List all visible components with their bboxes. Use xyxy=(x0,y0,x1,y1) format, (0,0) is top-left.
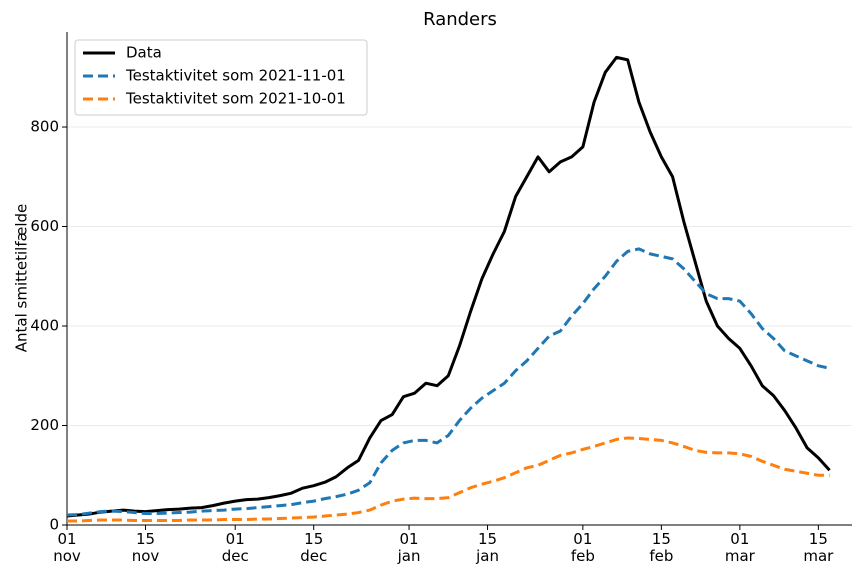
x-tick-label: 01 nov xyxy=(53,530,81,565)
legend-label: Data xyxy=(126,44,162,62)
x-tick-label-line: jan xyxy=(475,547,499,565)
x-tick-label: 15 nov xyxy=(132,530,160,565)
x-tick-label-line: dec xyxy=(222,547,249,565)
x-tick-label: 15 feb xyxy=(649,530,673,565)
legend-label: Testaktivitet som 2021-11-01 xyxy=(125,67,346,85)
x-tick-label: 01 jan xyxy=(397,530,421,565)
series-line xyxy=(66,55,831,518)
legend-box xyxy=(74,39,368,116)
x-tick-label-line: 01 xyxy=(573,530,592,548)
x-tick-label-line: 15 xyxy=(136,530,155,548)
x-tick-label-line: 01 xyxy=(730,530,749,548)
x-tick-label-line: nov xyxy=(53,547,81,565)
chart-title: Randers xyxy=(423,9,497,30)
x-tick-label-line: 01 xyxy=(399,530,418,548)
x-tick-label-line: 01 xyxy=(226,530,245,548)
x-tick-label-line: 15 xyxy=(304,530,323,548)
x-tick-label-line: 15 xyxy=(652,530,671,548)
series-line xyxy=(67,436,830,523)
x-tick-label-line: mar xyxy=(803,547,834,565)
y-tick-label: 400 xyxy=(30,317,59,335)
x-tick-label: 15 mar xyxy=(803,530,834,565)
legend-label: Testaktivitet som 2021-10-01 xyxy=(125,90,346,108)
x-tick-label-line: jan xyxy=(397,547,421,565)
x-tick-label-line: 15 xyxy=(809,530,828,548)
x-tick-label: 01 dec xyxy=(222,530,249,565)
x-tick-label-line: feb xyxy=(571,547,595,565)
x-tick-label: 01 feb xyxy=(571,530,595,565)
x-tick-label-line: feb xyxy=(649,547,673,565)
x-tick-label-line: dec xyxy=(300,547,327,565)
y-tick-label: 200 xyxy=(30,416,59,434)
y-tick-label: 600 xyxy=(30,217,59,235)
series-line xyxy=(66,247,830,517)
x-tick-label: 01 mar xyxy=(725,530,756,565)
x-tick-label: 15 jan xyxy=(475,530,499,565)
x-tick-label-line: nov xyxy=(132,547,160,565)
x-tick-label-line: 15 xyxy=(478,530,497,548)
y-tick-label: 800 xyxy=(30,118,59,136)
y-axis-label: Antal smittetilfælde xyxy=(13,204,31,353)
x-tick-label-line: 01 xyxy=(57,530,76,548)
y-tick-label: 0 xyxy=(49,516,59,534)
x-tick-label-line: mar xyxy=(725,547,756,565)
x-tick-label: 15 dec xyxy=(300,530,327,565)
